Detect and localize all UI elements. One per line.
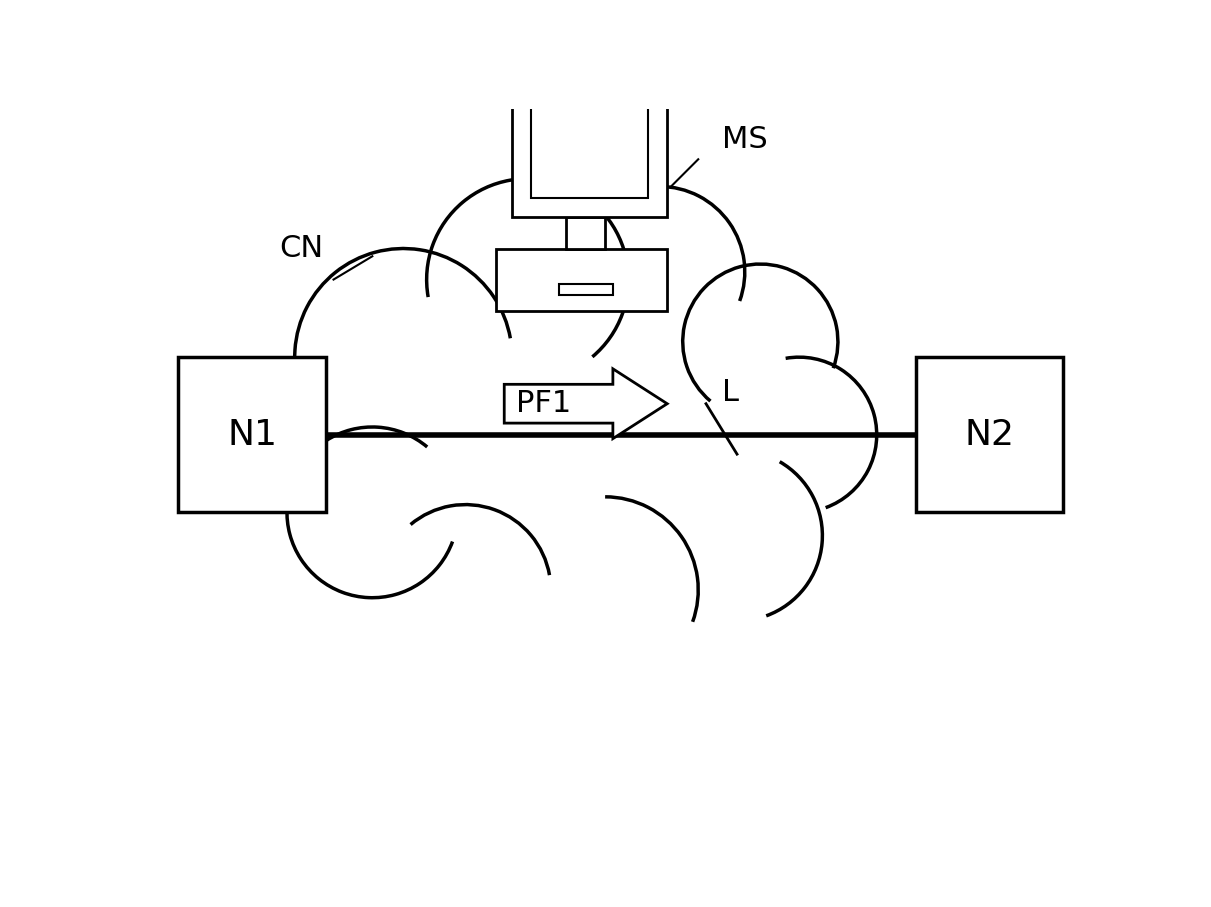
Circle shape — [683, 264, 838, 419]
Circle shape — [388, 225, 776, 613]
Text: PF1: PF1 — [516, 389, 572, 418]
Circle shape — [652, 450, 822, 621]
Polygon shape — [504, 369, 667, 439]
Circle shape — [722, 357, 877, 512]
Text: CN: CN — [280, 234, 323, 263]
Bar — [497, 249, 667, 310]
Text: L: L — [722, 377, 739, 406]
Bar — [512, 78, 667, 218]
Bar — [558, 284, 613, 295]
Bar — [178, 357, 326, 512]
Text: MS: MS — [722, 125, 768, 154]
Circle shape — [380, 504, 551, 676]
Circle shape — [574, 187, 745, 357]
Bar — [567, 218, 606, 249]
Bar — [916, 357, 1063, 512]
Circle shape — [294, 249, 512, 466]
Circle shape — [426, 179, 629, 380]
Circle shape — [287, 427, 458, 598]
Bar — [532, 97, 648, 198]
Text: N1: N1 — [226, 418, 277, 452]
Circle shape — [512, 497, 699, 683]
Text: N2: N2 — [964, 418, 1015, 452]
